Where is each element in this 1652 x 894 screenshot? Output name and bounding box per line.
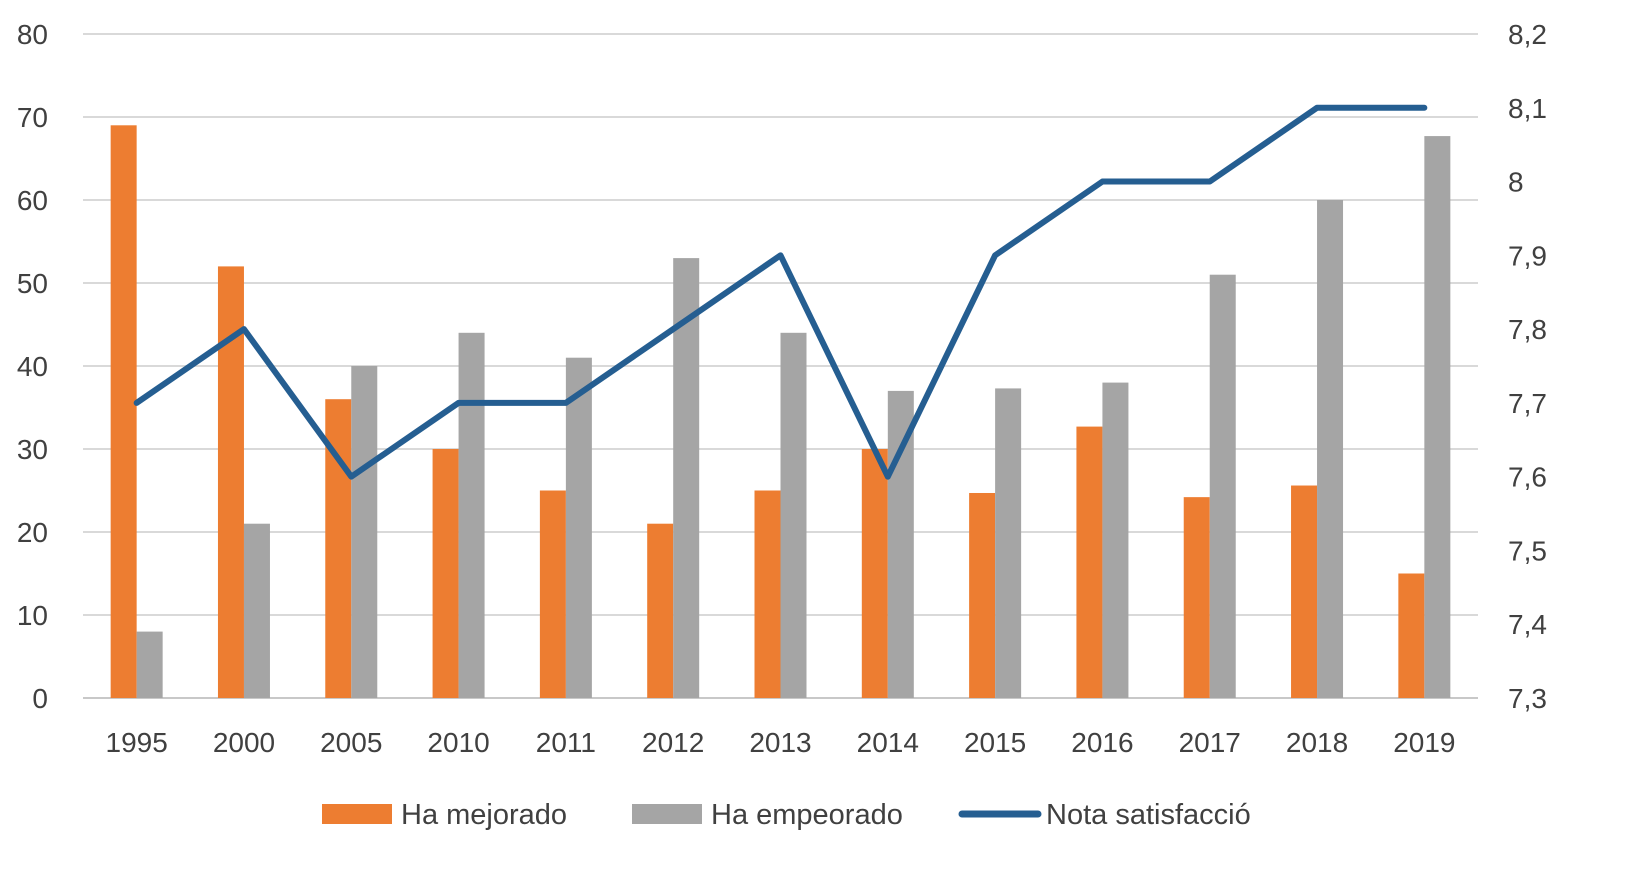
bar-ha-empeorado (1424, 136, 1450, 698)
x-tick-label: 2015 (964, 727, 1026, 758)
bar-ha-empeorado (137, 632, 163, 698)
x-tick-label: 2011 (536, 727, 596, 758)
bar-ha-empeorado (1210, 275, 1236, 698)
bar-ha-mejorado (1076, 427, 1102, 698)
bar-ha-empeorado (566, 358, 592, 698)
bar-ha-mejorado (862, 449, 888, 698)
x-tick-label: 2017 (1179, 727, 1241, 758)
left-tick-label: 60 (17, 185, 48, 216)
x-tick-label: 2016 (1071, 727, 1133, 758)
left-tick-label: 10 (17, 600, 48, 631)
x-tick-label: 2013 (749, 727, 811, 758)
x-tick-label: 2012 (642, 727, 704, 758)
bar-ha-empeorado (244, 524, 270, 698)
legend-label: Ha mejorado (401, 799, 567, 831)
legend-label: Ha empeorado (711, 799, 903, 831)
bar-ha-empeorado (1102, 383, 1128, 698)
bar-ha-mejorado (540, 491, 566, 699)
right-tick-label: 7,3 (1508, 683, 1547, 714)
bar-ha-empeorado (459, 333, 485, 698)
bar-ha-empeorado (351, 366, 377, 698)
x-tick-label: 2014 (857, 727, 919, 758)
legend-item: Nota satisfacció (962, 799, 1251, 831)
bar-ha-mejorado (969, 493, 995, 698)
bar-ha-mejorado (1398, 574, 1424, 699)
right-axis-ticks: 7,3 7,4 7,5 7,6 7,7 7,8 7,9 8 8,1 8,2 (1508, 19, 1547, 714)
legend-item: Ha mejorado (322, 799, 567, 831)
bar-ha-mejorado (1184, 497, 1210, 698)
x-tick-label: 2018 (1286, 727, 1348, 758)
x-axis-ticks: 1995 2000 2005 2010 2011 2012 2013 2014 2015 2016… (106, 727, 1456, 758)
legend-item: Ha empeorado (632, 799, 903, 831)
bar-ha-empeorado (1317, 200, 1343, 698)
x-tick-label: 2010 (427, 727, 489, 758)
bar-ha-empeorado (995, 388, 1021, 698)
left-tick-label: 30 (17, 434, 48, 465)
right-tick-label: 7,5 (1508, 535, 1547, 566)
left-tick-label: 80 (17, 19, 48, 50)
x-tick-label: 1995 (106, 727, 168, 758)
bar-ha-mejorado (755, 491, 781, 699)
legend-swatch (322, 804, 392, 824)
right-tick-label: 7,6 (1508, 462, 1547, 493)
legend-swatch (632, 804, 702, 824)
left-tick-label: 0 (32, 683, 48, 714)
x-tick-label: 2019 (1393, 727, 1455, 758)
right-tick-label: 8 (1508, 167, 1524, 198)
right-tick-label: 7,8 (1508, 314, 1547, 345)
x-tick-label: 2000 (213, 727, 275, 758)
legend-label: Nota satisfacció (1046, 799, 1251, 831)
right-tick-label: 7,4 (1508, 609, 1547, 640)
left-tick-label: 50 (17, 268, 48, 299)
bar-ha-mejorado (433, 449, 459, 698)
bar-ha-mejorado (111, 125, 137, 698)
left-tick-label: 20 (17, 517, 48, 548)
left-axis-ticks: 0 10 20 30 40 50 60 70 80 (17, 19, 48, 714)
left-tick-label: 40 (17, 351, 48, 382)
legend: Ha mejorado Ha empeorado Nota satisfacció (322, 799, 1251, 831)
bar-ha-mejorado (1291, 486, 1317, 698)
right-tick-label: 8,1 (1508, 93, 1547, 124)
right-tick-label: 8,2 (1508, 19, 1547, 50)
left-tick-label: 70 (17, 102, 48, 133)
x-tick-label: 2005 (320, 727, 382, 758)
bar-ha-empeorado (781, 333, 807, 698)
bars (111, 125, 1451, 698)
right-tick-label: 7,7 (1508, 388, 1547, 419)
right-tick-label: 7,9 (1508, 240, 1547, 271)
bar-ha-mejorado (647, 524, 673, 698)
